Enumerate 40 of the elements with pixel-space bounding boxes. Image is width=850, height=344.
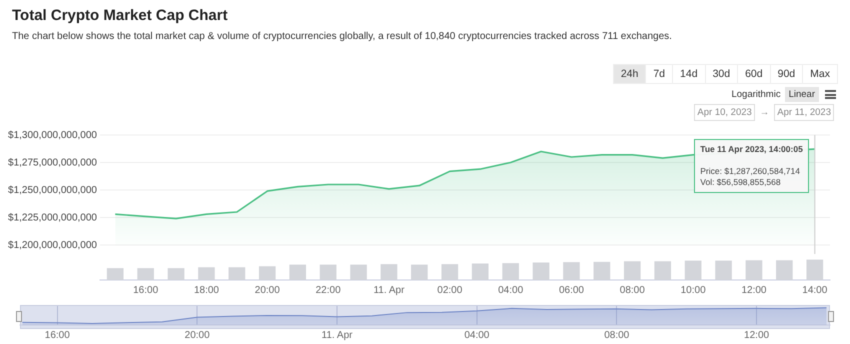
x-tick-label: 11. Apr [322, 330, 354, 341]
x-tick-label: 18:00 [194, 284, 220, 296]
chart-subtitle: The chart below shows the total market cap & volume of cryptocurrencies globally, a result of 10,840 cryptocurrencies tracked across 711 exchanges. [12, 31, 672, 42]
text: 30d [704, 64, 738, 84]
text: 24h [612, 64, 646, 84]
text: → [760, 107, 770, 118]
x-tick-label: 08:00 [620, 284, 646, 296]
x-tick-label: 08:00 [604, 330, 630, 341]
x-tick-label: 04:00 [464, 330, 490, 341]
text: Apr 11, 2023 [774, 104, 834, 121]
x-tick-label: 11. Apr [373, 284, 406, 296]
x-tick-label: 06:00 [558, 284, 584, 296]
text: 60d [737, 64, 771, 84]
y-tick-label: $1,250,000,000,000 [8, 184, 98, 196]
annotation: Price: $1,287,260,584,714 [700, 166, 801, 177]
y-tick-label: $1,300,000,000,000 [8, 130, 98, 141]
y-tick-label: $1,225,000,000,000 [8, 212, 98, 224]
x-tick-label: 12:00 [741, 284, 767, 296]
text: 7d [645, 64, 674, 84]
text: Logarithmic [730, 88, 782, 102]
x-tick-label: 14:00 [802, 284, 828, 296]
x-tick-label: 16:00 [133, 284, 159, 296]
y-tick-label: $1,200,000,000,000 [8, 240, 98, 251]
text: 14d [672, 64, 706, 84]
x-tick-label: 12:00 [744, 330, 770, 341]
annotation: Vol: $56,598,855,568 [700, 177, 782, 188]
x-tick-label: 10:00 [680, 284, 706, 296]
text: Apr 10, 2023 [694, 104, 755, 121]
x-tick-label: 22:00 [316, 284, 342, 296]
x-tick-label: 16:00 [44, 330, 70, 341]
text: Max [802, 64, 838, 84]
y-tick-label: $1,275,000,000,000 [8, 157, 98, 168]
x-tick-label: 20:00 [254, 284, 280, 296]
x-tick-label: 20:00 [184, 330, 210, 341]
x-tick-label: 04:00 [498, 284, 524, 296]
chart-title: Total Crypto Market Cap Chart [12, 7, 228, 24]
text: 90d [770, 64, 804, 84]
x-tick-label: 02:00 [437, 284, 463, 296]
annotation: Tue 11 Apr 2023, 14:00:05 [700, 144, 803, 155]
text: Linear [784, 87, 819, 102]
